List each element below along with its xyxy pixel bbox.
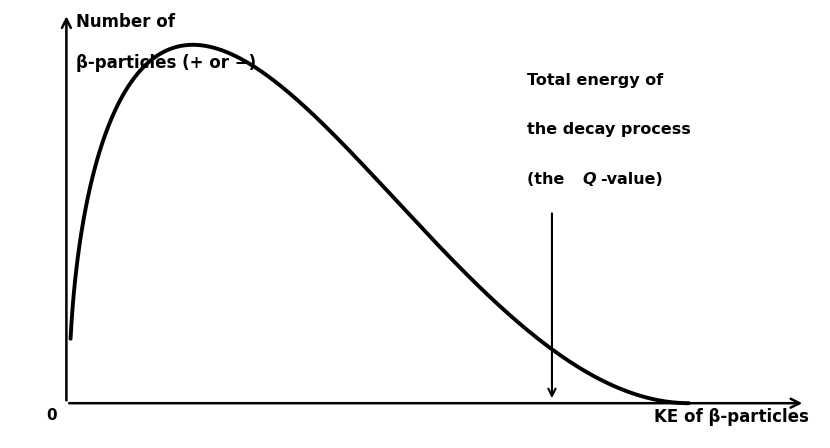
- Text: β-particles (+ or −): β-particles (+ or −): [76, 54, 256, 72]
- Text: Total energy of: Total energy of: [527, 73, 663, 88]
- Text: 0: 0: [46, 408, 56, 422]
- Text: the decay process: the decay process: [527, 122, 691, 138]
- Text: -value): -value): [600, 172, 663, 187]
- Text: Q: Q: [583, 172, 596, 187]
- Text: Number of: Number of: [76, 13, 175, 31]
- Text: (the: (the: [527, 172, 570, 187]
- Text: KE of β-particles: KE of β-particles: [654, 408, 809, 426]
